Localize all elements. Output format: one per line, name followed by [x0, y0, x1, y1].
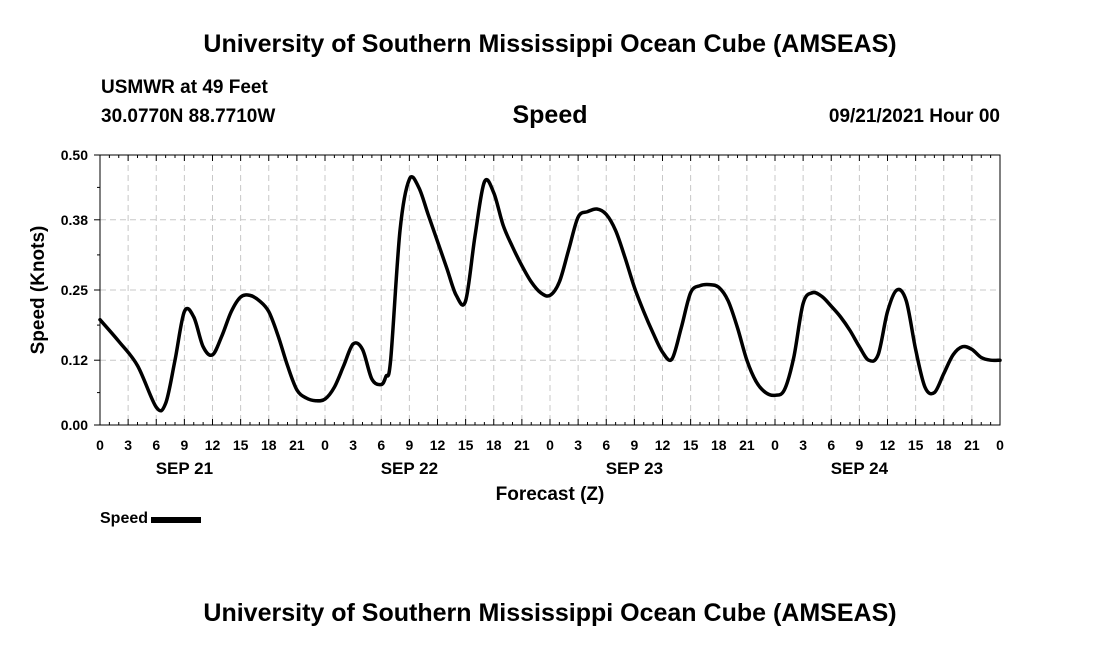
x-tick-label: 15	[908, 437, 924, 453]
x-tick-label: 9	[630, 437, 638, 453]
x-tick-label: 12	[880, 437, 896, 453]
x-tick-label: 3	[799, 437, 807, 453]
station-label: USMWR at 49 Feet	[101, 77, 268, 98]
x-tick-label: 15	[233, 437, 249, 453]
y-tick-label: 0.50	[61, 147, 88, 163]
y-tick-label: 0.38	[61, 212, 88, 228]
x-tick-label: 12	[655, 437, 671, 453]
x-tick-label: 6	[827, 437, 835, 453]
x-tick-label: 6	[377, 437, 385, 453]
x-tick-label: 15	[683, 437, 699, 453]
x-tick-label: 0	[771, 437, 779, 453]
x-axis-label: Forecast (Z)	[496, 484, 605, 505]
x-tick-label: 3	[349, 437, 357, 453]
x-tick-label: 0	[96, 437, 104, 453]
x-tick-label: 0	[996, 437, 1004, 453]
chart-title-bottom: University of Southern Mississippi Ocean…	[203, 599, 897, 627]
x-tick-label: 18	[486, 437, 502, 453]
x-tick-label: 18	[711, 437, 727, 453]
x-tick-label: 9	[405, 437, 413, 453]
x-tick-label: 12	[430, 437, 446, 453]
x-tick-label: 21	[964, 437, 980, 453]
forecast-datetime: 09/21/2021 Hour 00	[828, 106, 1000, 127]
y-tick-label: 0.25	[61, 282, 88, 298]
x-tick-label: 6	[152, 437, 160, 453]
y-tick-label: 0.12	[61, 352, 88, 368]
x-tick-label: 21	[514, 437, 530, 453]
x-tick-label: 21	[289, 437, 305, 453]
day-label: SEP 22	[381, 459, 438, 478]
x-tick-label: 3	[124, 437, 132, 453]
x-tick-label: 15	[458, 437, 474, 453]
station-coordinates: 30.0770N 88.7710W	[101, 106, 276, 127]
day-label: SEP 23	[606, 459, 663, 478]
legend: Speed	[100, 510, 202, 528]
x-tick-label: 18	[261, 437, 277, 453]
chart-title-top: University of Southern Mississippi Ocean…	[203, 30, 897, 58]
x-tick-label: 0	[546, 437, 554, 453]
x-tick-label: 9	[855, 437, 863, 453]
series-line-speed	[98, 174, 1002, 413]
x-tick-label: 3	[574, 437, 582, 453]
legend-label: Speed	[100, 510, 149, 527]
x-tick-label: 12	[205, 437, 221, 453]
x-tick-label: 0	[321, 437, 329, 453]
day-label: SEP 21	[156, 459, 213, 478]
day-label: SEP 24	[831, 459, 889, 478]
y-tick-label: 0.00	[61, 417, 88, 433]
x-tick-label: 18	[936, 437, 952, 453]
legend-swatch	[151, 517, 202, 523]
y-axis-label: Speed (Knots)	[28, 226, 49, 355]
x-tick-label: 21	[739, 437, 755, 453]
x-tick-label: 6	[602, 437, 610, 453]
x-tick-label: 9	[180, 437, 188, 453]
variable-title: Speed	[512, 101, 588, 129]
